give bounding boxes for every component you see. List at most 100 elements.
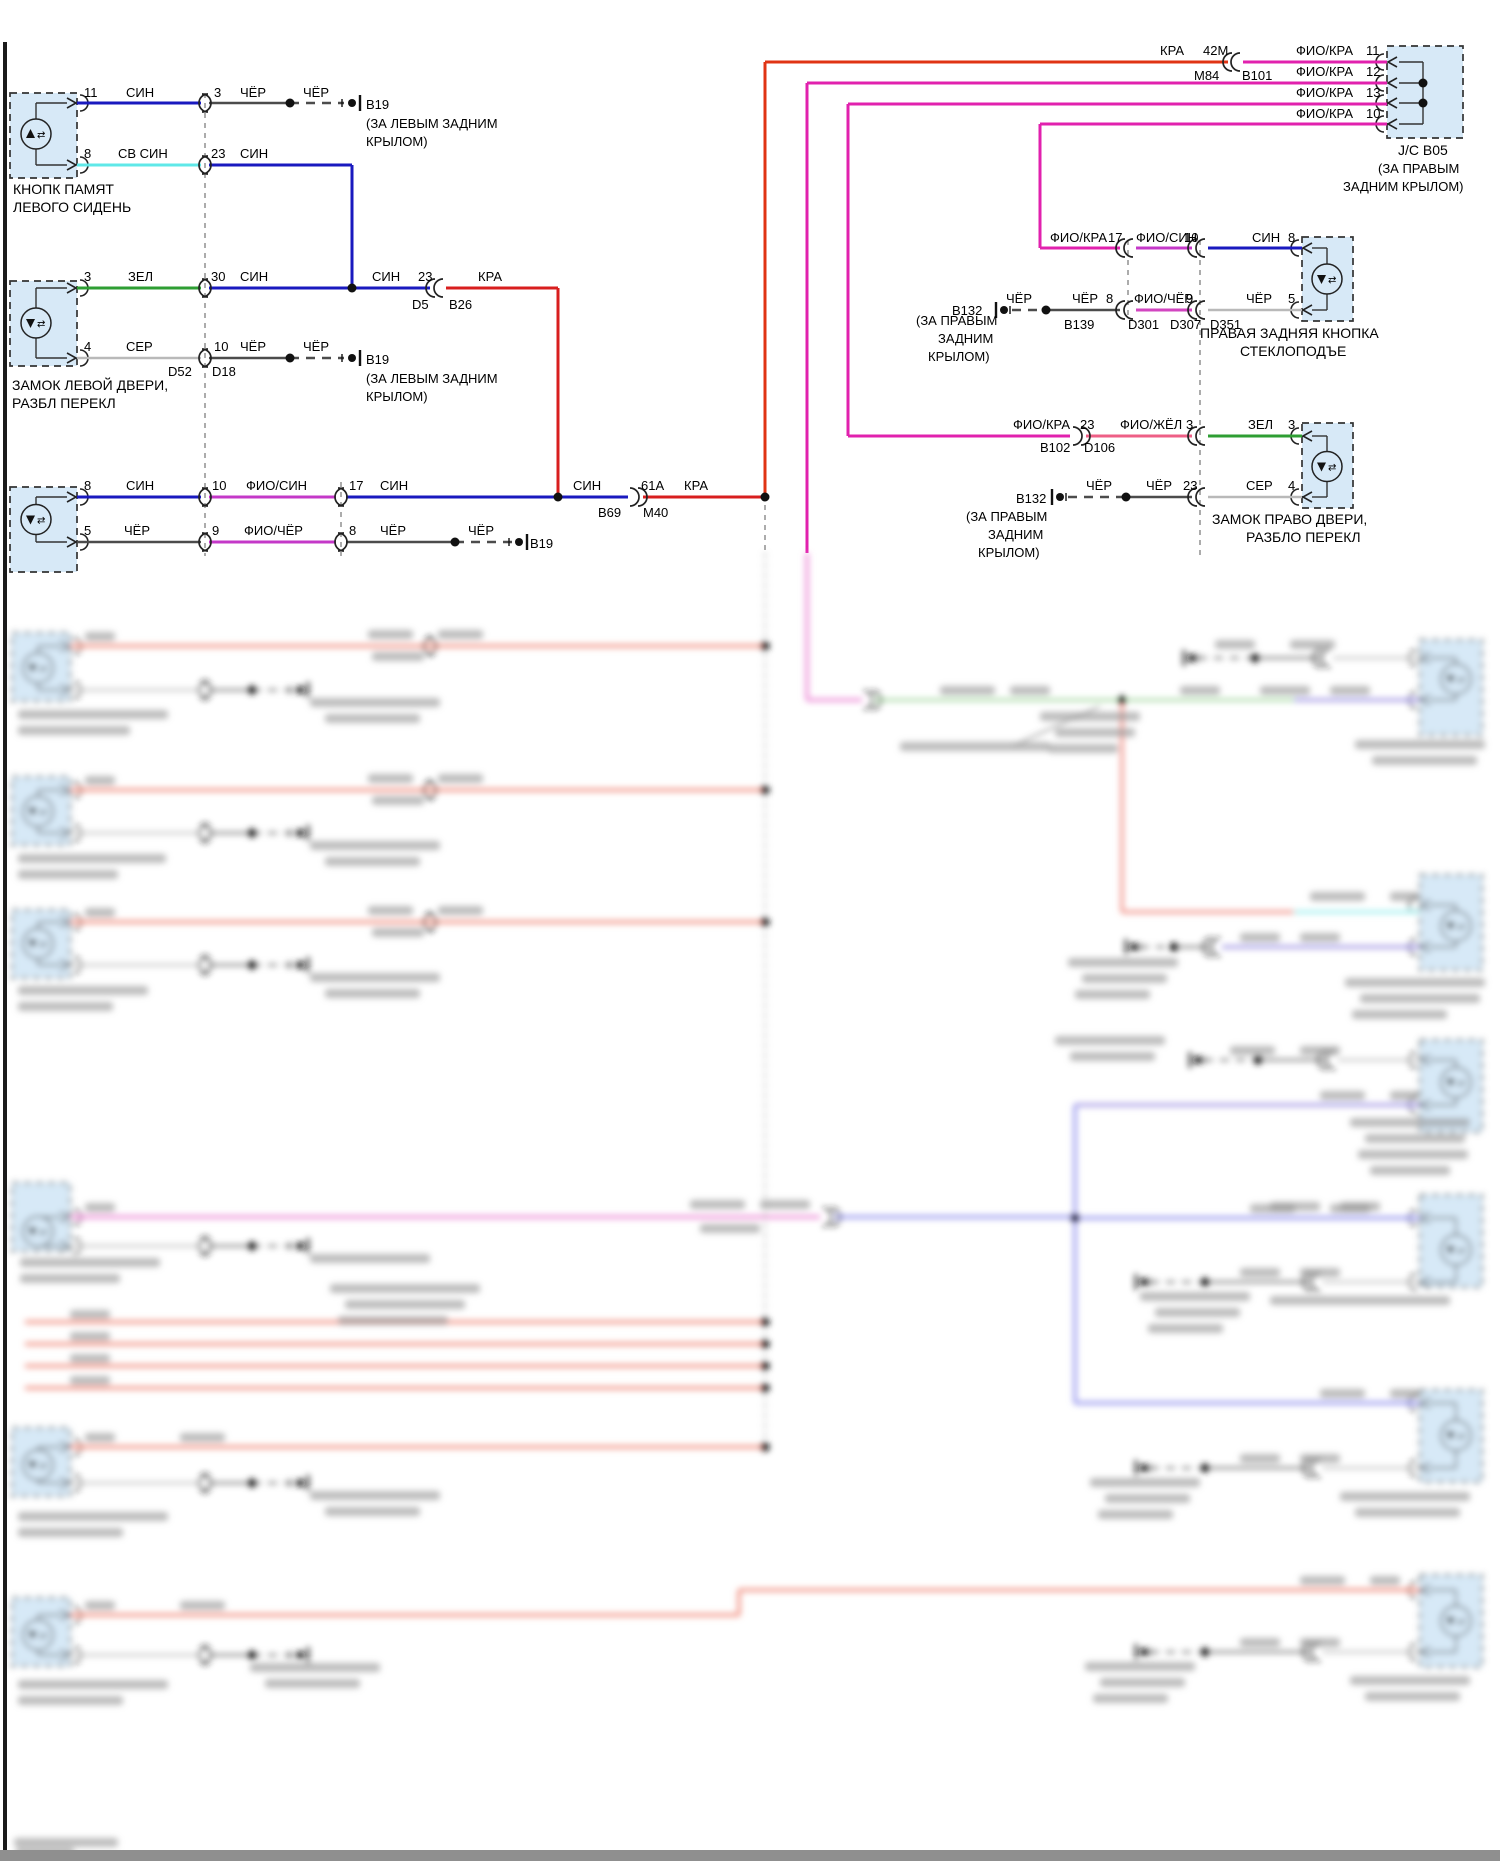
blurred-text-blob <box>1345 978 1485 987</box>
led-symbol-icon <box>1440 1066 1472 1099</box>
junction-dot <box>347 283 357 293</box>
blurred-text-blob <box>325 989 420 998</box>
blurred-text-blob <box>1300 1638 1340 1647</box>
blurred-text-blob <box>85 1601 115 1610</box>
blurred-text-blob <box>1320 1389 1365 1398</box>
ground-dot-icon <box>515 538 523 546</box>
led-arrows-icon: ⇄ <box>39 1461 47 1472</box>
wire-label: 8 <box>349 523 356 538</box>
blurred-text-blob <box>325 857 420 866</box>
wire-label: ЧЁР <box>1072 291 1098 306</box>
connector-icon <box>337 532 348 552</box>
wire-label: ЧЁР <box>240 339 266 354</box>
blurred-text-blob <box>1365 1134 1465 1143</box>
blurred-text-blob <box>1300 933 1340 942</box>
ground-dot-icon <box>1130 943 1138 951</box>
pin-arrow-icon <box>1419 899 1431 911</box>
junction-dot <box>285 98 295 108</box>
pin-arrow-icon <box>59 1477 71 1489</box>
connector-icon <box>1123 238 1134 258</box>
ground-dot-icon <box>348 354 356 362</box>
blurred-text-blob <box>18 726 130 735</box>
wire-label: КРЫЛОМ) <box>366 134 428 149</box>
blurred-text-blob <box>325 714 420 723</box>
pin-arrow-icon <box>59 959 71 971</box>
wire-label: 17 <box>1108 230 1122 245</box>
blurred-text-blob <box>1350 1118 1470 1127</box>
pin-arrow-icon <box>66 97 78 109</box>
led-symbol-icon <box>22 1215 54 1248</box>
wire-label: (ЗА ПРАВЫМ <box>1378 161 1459 176</box>
led-arrows-icon: ⇄ <box>37 130 45 141</box>
wire-label: СЕР <box>126 339 153 354</box>
wire-label: D301 <box>1128 317 1159 332</box>
blurred-text-blob <box>330 1284 480 1293</box>
blurred-text-blob <box>20 1274 120 1283</box>
pin-arrow-icon <box>66 352 78 364</box>
junction-dot <box>760 785 770 795</box>
wire-label: СТЕКЛОПОДЪЕ <box>1240 343 1346 359</box>
junction-dot <box>1418 78 1428 88</box>
blurred-text-blob <box>310 841 440 850</box>
wire-label: КРЫЛОМ) <box>928 349 990 364</box>
led-triangle-icon <box>1317 275 1326 284</box>
pin-arrow-icon <box>1419 1646 1431 1658</box>
connector-icon <box>423 780 434 800</box>
wire-label: ЧЁР <box>303 339 329 354</box>
wire-label: 30 <box>211 269 225 284</box>
ground-dot-icon <box>1000 306 1008 314</box>
wire-label: (ЗА ЛЕВЫМ ЗАДНИМ <box>366 371 498 386</box>
blurred-text-blob <box>1048 744 1118 753</box>
wire-label: 23 <box>211 146 225 161</box>
connector-icon <box>425 278 436 298</box>
junction-dot <box>1253 1055 1263 1065</box>
blurred-text-blob <box>1105 1494 1190 1503</box>
wire-label: 9 <box>212 523 219 538</box>
blurred-text-blob <box>1082 974 1167 983</box>
led-arrows-icon: ⇄ <box>1457 675 1465 686</box>
wire-label: ЗАМОК ЛЕВОЙ ДВЕРИ, <box>12 376 168 393</box>
wire-label: ЗАДНИМ <box>988 527 1043 542</box>
wire-label: B26 <box>449 297 472 312</box>
pin-arrow-icon <box>1419 1212 1431 1224</box>
blurred-text-blob <box>690 1200 745 1209</box>
pin-arrow-icon <box>1419 1099 1431 1111</box>
led-arrows-icon: ⇄ <box>1457 922 1465 933</box>
wire-label: 42М <box>1203 43 1228 58</box>
wire-label: СИН <box>380 478 408 493</box>
blurred-text-blob <box>1300 1454 1340 1463</box>
connector-icon <box>1072 426 1083 446</box>
blurred-text-blob <box>1093 1694 1168 1703</box>
ground-dot-icon <box>348 99 356 107</box>
junction-dot <box>247 1241 257 1251</box>
blurred-text-blob <box>85 908 115 917</box>
blurred-text-blob <box>85 632 115 641</box>
led-symbol-icon <box>20 503 52 536</box>
led-triangle-icon <box>28 807 37 817</box>
wire-label: (ЗА ЛЕВЫМ ЗАДНИМ <box>366 116 498 131</box>
pin-arrow-icon <box>1419 1584 1431 1596</box>
blurred-text-blob <box>1148 1324 1223 1333</box>
pin-arrow-icon <box>1386 56 1398 68</box>
blurred-text-blob <box>1055 728 1135 737</box>
blurred-text-blob <box>1370 1576 1400 1585</box>
ground-dot-icon <box>1140 1464 1148 1472</box>
wire-label: 23 <box>1080 417 1094 432</box>
connector-icon <box>822 1207 833 1227</box>
blurred-text-blob <box>180 1433 225 1442</box>
blurred-text-blob <box>1355 740 1485 749</box>
blurred-text-blob <box>1358 1150 1468 1159</box>
blurred-text-blob <box>1390 1389 1420 1398</box>
blurred-text-blob <box>1140 1292 1250 1301</box>
pin-arrow-icon <box>59 827 71 839</box>
led-symbol-icon <box>1440 1605 1472 1637</box>
junction-dot <box>1200 1647 1210 1657</box>
wire-label: ПРАВАЯ ЗАДНЯЯ КНОПКА <box>1200 325 1379 341</box>
pin-arrow-icon <box>1419 1397 1431 1409</box>
blurred-text-blob <box>70 1332 110 1341</box>
junction-dot <box>760 492 770 502</box>
pin-arrow-icon <box>1419 1276 1431 1288</box>
led-symbol-icon <box>22 1619 54 1651</box>
connector-icon <box>1312 648 1323 668</box>
junction-dot <box>553 492 563 502</box>
